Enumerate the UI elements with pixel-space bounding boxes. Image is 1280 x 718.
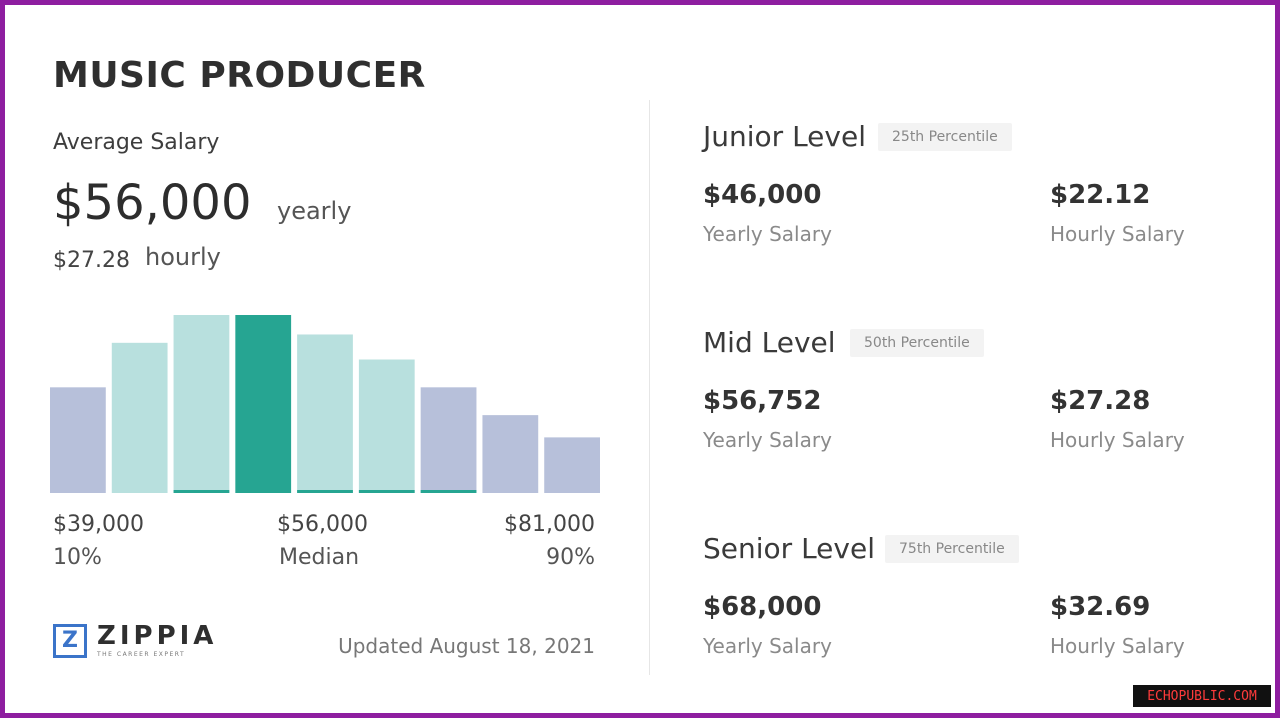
histogram-baseline-3 [173,490,230,493]
zippia-logo[interactable]: Z ZIPPIA THE CAREER EXPERT [53,623,217,658]
tick-label-max: $81,000 [504,512,595,537]
histogram-bar-8 [482,415,539,493]
logo-name: ZIPPIA [97,621,218,651]
senior-yearly-label: Yearly Salary [703,634,832,658]
senior-percentile-badge: 75th Percentile [885,535,1019,563]
average-hourly-salary: $27.28 [53,248,130,273]
job-title: MUSIC PRODUCER [53,55,426,96]
average-salary-label: Average Salary [53,130,220,155]
histogram-bar-6 [358,359,415,493]
logo-tagline: THE CAREER EXPERT [97,651,186,658]
senior-hourly-label: Hourly Salary [1050,634,1185,658]
salary-histogram [50,315,600,493]
junior-hourly-label: Hourly Salary [1050,222,1185,246]
junior-yearly-value: $46,000 [703,180,822,210]
mid-yearly-value: $56,752 [703,386,822,416]
junior-level-title: Junior Level [703,120,866,153]
histogram-bar-4 [235,315,292,493]
histogram-baseline-6 [358,490,415,493]
junior-yearly-label: Yearly Salary [703,222,832,246]
percent-label-median: Median [279,545,360,570]
tick-label-median: $56,000 [277,512,368,537]
mid-percentile-badge: 50th Percentile [850,329,984,357]
histogram-bar-3 [173,315,230,493]
yearly-word: yearly [277,197,352,225]
salary-card: MUSIC PRODUCER Average Salary $56,000 ye… [5,5,1275,713]
mid-yearly-label: Yearly Salary [703,428,832,452]
junior-hourly-value: $22.12 [1050,180,1151,210]
column-divider [649,100,650,675]
average-yearly-salary: $56,000 [53,175,252,231]
senior-level-title: Senior Level [703,532,875,565]
histogram-bar-2 [111,342,168,493]
histogram-bar-7 [420,387,477,493]
senior-yearly-value: $68,000 [703,592,822,622]
mid-level-title: Mid Level [703,326,836,359]
histogram-baseline-7 [420,490,477,493]
mid-hourly-value: $27.28 [1050,386,1151,416]
percent-label-10: 10% [53,545,102,570]
watermark-badge: ECHOPUBLIC.COM [1133,685,1271,707]
percent-label-90: 90% [546,545,595,570]
hourly-word: hourly [145,243,221,271]
updated-date: Updated August 18, 2021 [338,634,595,658]
histogram-baseline-5 [297,490,353,493]
senior-hourly-value: $32.69 [1050,592,1151,622]
junior-percentile-badge: 25th Percentile [878,123,1012,151]
histogram-bar-1 [50,387,106,493]
histogram-bar-5 [297,334,353,493]
mid-hourly-label: Hourly Salary [1050,428,1185,452]
histogram-bar-9 [544,437,600,493]
tick-label-min: $39,000 [53,512,144,537]
zippia-logo-icon: Z [53,623,87,658]
